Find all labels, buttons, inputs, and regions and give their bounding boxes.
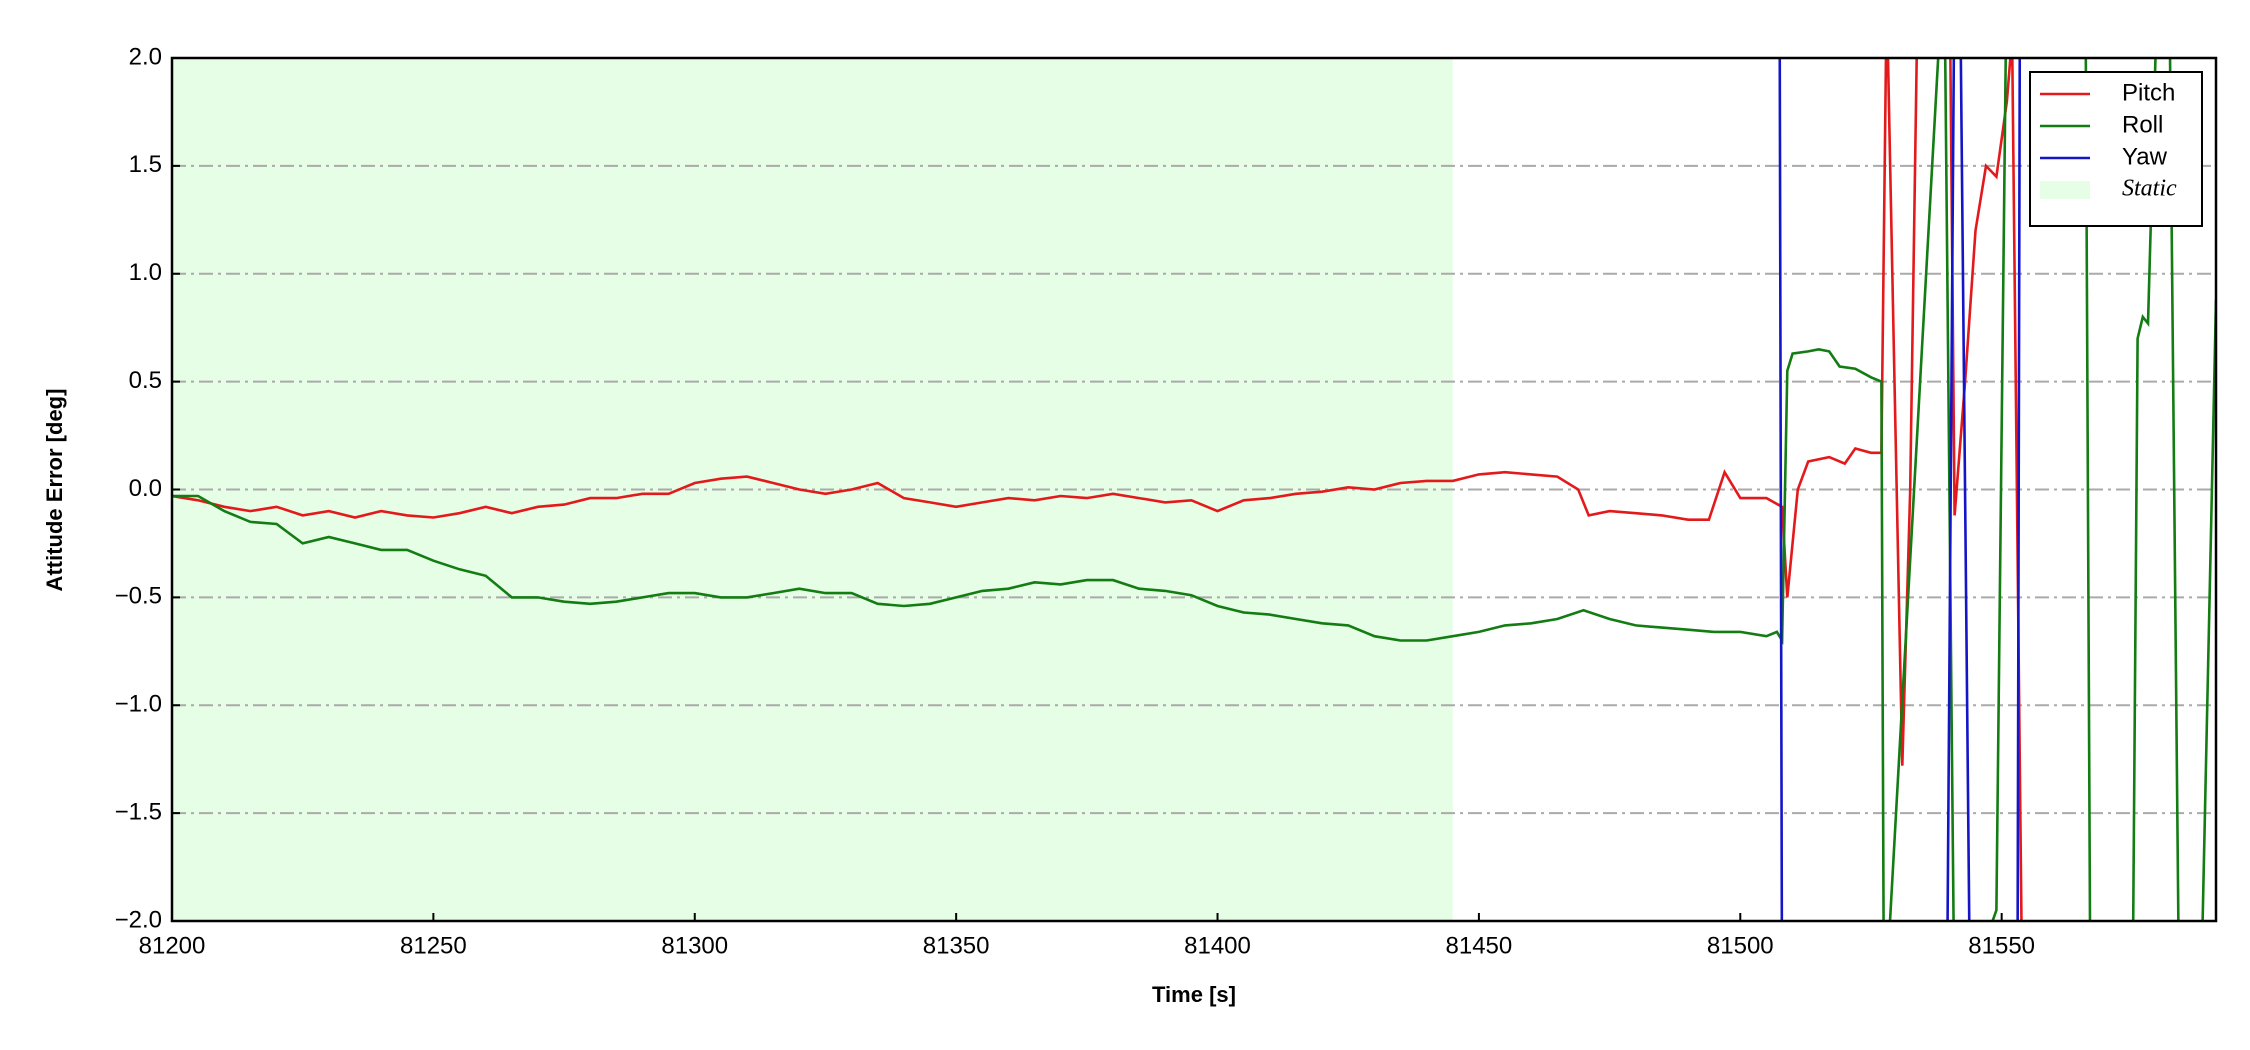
x-tick-label: 81500 [1707, 932, 1774, 959]
legend-label: Roll [2122, 111, 2163, 138]
legend-box [2029, 71, 2203, 227]
series-line [1778, 58, 2022, 921]
y-tick-label: 2.0 [129, 43, 162, 70]
x-tick-label: 81450 [1446, 932, 1513, 959]
x-tick-label: 81350 [923, 932, 990, 959]
x-tick-label: 81400 [1184, 932, 1251, 959]
legend-label: Static [2122, 176, 2177, 202]
y-tick-label: −1.5 [115, 798, 162, 825]
y-tick-label: 0.0 [129, 475, 162, 502]
legend-label: Yaw [2122, 143, 2168, 170]
x-tick-label: 81300 [661, 932, 728, 959]
x-tick-label: 81550 [1968, 932, 2035, 959]
series-line [172, 58, 2023, 921]
legend-label: Pitch [2122, 79, 2175, 106]
series-line [172, 58, 2216, 921]
legend-swatch [2040, 181, 2090, 199]
y-tick-label: −0.5 [115, 583, 162, 610]
x-tick-label: 81250 [400, 932, 467, 959]
x-tick-label: 81200 [139, 932, 206, 959]
y-tick-label: 1.0 [129, 259, 162, 286]
y-tick-label: −1.0 [115, 691, 162, 718]
plot-frame [170, 56, 2218, 923]
x-axis-label: Time [s] [1152, 982, 1236, 1007]
y-tick-label: 0.5 [129, 367, 162, 394]
legend: Pitch Roll Yaw Static [2029, 71, 2203, 227]
y-tick-label: −2.0 [115, 906, 162, 933]
y-tick-label: 1.5 [129, 151, 162, 178]
y-axis-label: Attitude Error [deg] [42, 389, 67, 592]
plot-layer [172, 58, 2216, 921]
